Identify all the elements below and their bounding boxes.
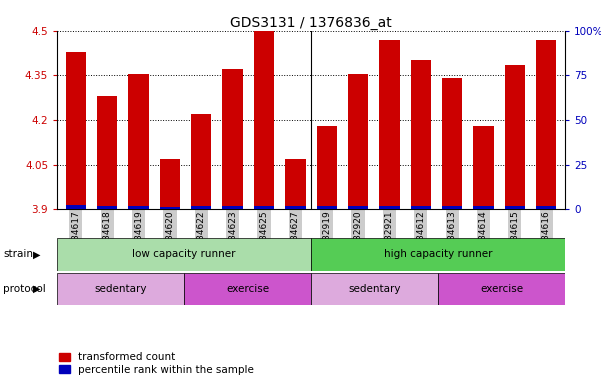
Bar: [222, 206, 243, 209]
Bar: [438, 273, 565, 305]
Bar: [536, 40, 557, 209]
Text: low capacity runner: low capacity runner: [132, 249, 236, 260]
Bar: [442, 206, 462, 209]
Bar: [505, 65, 525, 209]
Bar: [379, 40, 400, 209]
Title: GDS3131 / 1376836_at: GDS3131 / 1376836_at: [230, 16, 392, 30]
Bar: [66, 51, 86, 209]
Bar: [129, 74, 149, 209]
Text: protocol: protocol: [3, 284, 46, 294]
Bar: [191, 114, 212, 209]
Bar: [473, 126, 493, 209]
Bar: [505, 206, 525, 209]
Bar: [97, 206, 117, 209]
Bar: [348, 206, 368, 209]
Bar: [410, 60, 431, 209]
Text: ▶: ▶: [33, 284, 40, 294]
Bar: [66, 205, 86, 209]
Bar: [160, 207, 180, 209]
Bar: [184, 273, 311, 305]
Bar: [410, 206, 431, 209]
Bar: [348, 74, 368, 209]
Bar: [254, 31, 274, 209]
Text: exercise: exercise: [226, 284, 269, 294]
Text: high capacity runner: high capacity runner: [383, 249, 492, 260]
Bar: [379, 206, 400, 209]
Bar: [317, 126, 337, 209]
Bar: [536, 206, 557, 209]
Bar: [97, 96, 117, 209]
Bar: [442, 78, 462, 209]
Bar: [285, 159, 305, 209]
Bar: [57, 273, 184, 305]
Bar: [57, 238, 311, 271]
Bar: [285, 206, 305, 209]
Text: sedentary: sedentary: [348, 284, 401, 294]
Bar: [317, 206, 337, 209]
Bar: [473, 206, 493, 209]
Text: exercise: exercise: [480, 284, 523, 294]
Text: strain: strain: [3, 249, 33, 260]
Bar: [254, 206, 274, 209]
Bar: [222, 70, 243, 209]
Bar: [311, 273, 438, 305]
Text: ▶: ▶: [33, 249, 40, 260]
Bar: [311, 238, 565, 271]
Bar: [191, 206, 212, 209]
Bar: [160, 159, 180, 209]
Text: sedentary: sedentary: [94, 284, 147, 294]
Legend: transformed count, percentile rank within the sample: transformed count, percentile rank withi…: [59, 353, 254, 375]
Bar: [129, 206, 149, 209]
